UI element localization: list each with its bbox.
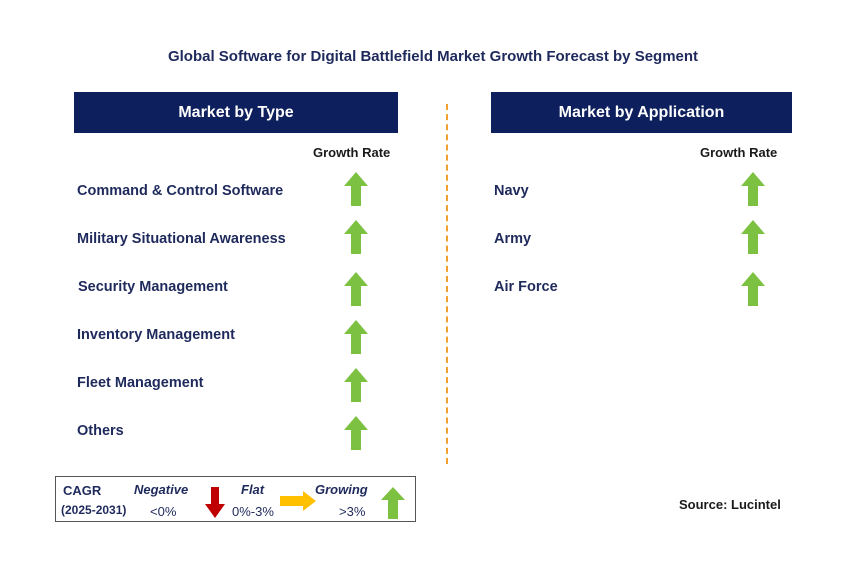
- up-arrow-icon: [344, 368, 368, 402]
- up-arrow-icon: [381, 487, 405, 519]
- legend-growing-label: Growing: [315, 482, 368, 497]
- type-item-inventory-management: Inventory Management: [77, 327, 235, 343]
- panel-divider: [446, 104, 448, 464]
- up-arrow-icon: [344, 416, 368, 450]
- type-item-others: Others: [77, 423, 124, 439]
- source-label: Source: Lucintel: [679, 497, 781, 512]
- application-item-army: Army: [494, 231, 532, 247]
- legend-growing-range: >3%: [339, 504, 366, 519]
- down-arrow-icon: [205, 487, 225, 518]
- up-arrow-icon: [344, 272, 368, 306]
- cagr-legend: CAGR (2025-2031) Negative <0% Flat 0%-3%…: [55, 476, 416, 522]
- chart-title: Global Software for Digital Battlefield …: [167, 48, 699, 65]
- left-growth-rate-label: Growth Rate: [313, 145, 391, 160]
- up-arrow-icon: [344, 320, 368, 354]
- type-item-situational-awareness: Military Situational Awareness: [77, 231, 286, 247]
- application-item-navy: Navy: [494, 183, 529, 199]
- legend-cagr-label: CAGR: [63, 483, 102, 498]
- legend-negative-label: Negative: [134, 482, 189, 497]
- up-arrow-icon: [741, 220, 765, 254]
- type-item-command-control: Command & Control Software: [77, 183, 284, 199]
- market-by-type-header: Market by Type: [74, 92, 398, 133]
- legend-period: (2025-2031): [61, 503, 127, 517]
- type-item-security-management: Security Management: [78, 279, 228, 295]
- legend-flat-label: Flat: [241, 482, 265, 497]
- up-arrow-icon: [344, 220, 368, 254]
- legend-negative-range: <0%: [150, 504, 177, 519]
- up-arrow-icon: [741, 272, 765, 306]
- up-arrow-icon: [344, 172, 368, 206]
- type-item-fleet-management: Fleet Management: [77, 375, 204, 391]
- application-item-air-force: Air Force: [494, 279, 558, 295]
- right-growth-rate-label: Growth Rate: [700, 145, 778, 160]
- up-arrow-icon: [741, 172, 765, 206]
- legend-flat-range: 0%-3%: [232, 504, 274, 519]
- market-by-application-header: Market by Application: [491, 92, 792, 133]
- right-arrow-icon: [280, 491, 316, 511]
